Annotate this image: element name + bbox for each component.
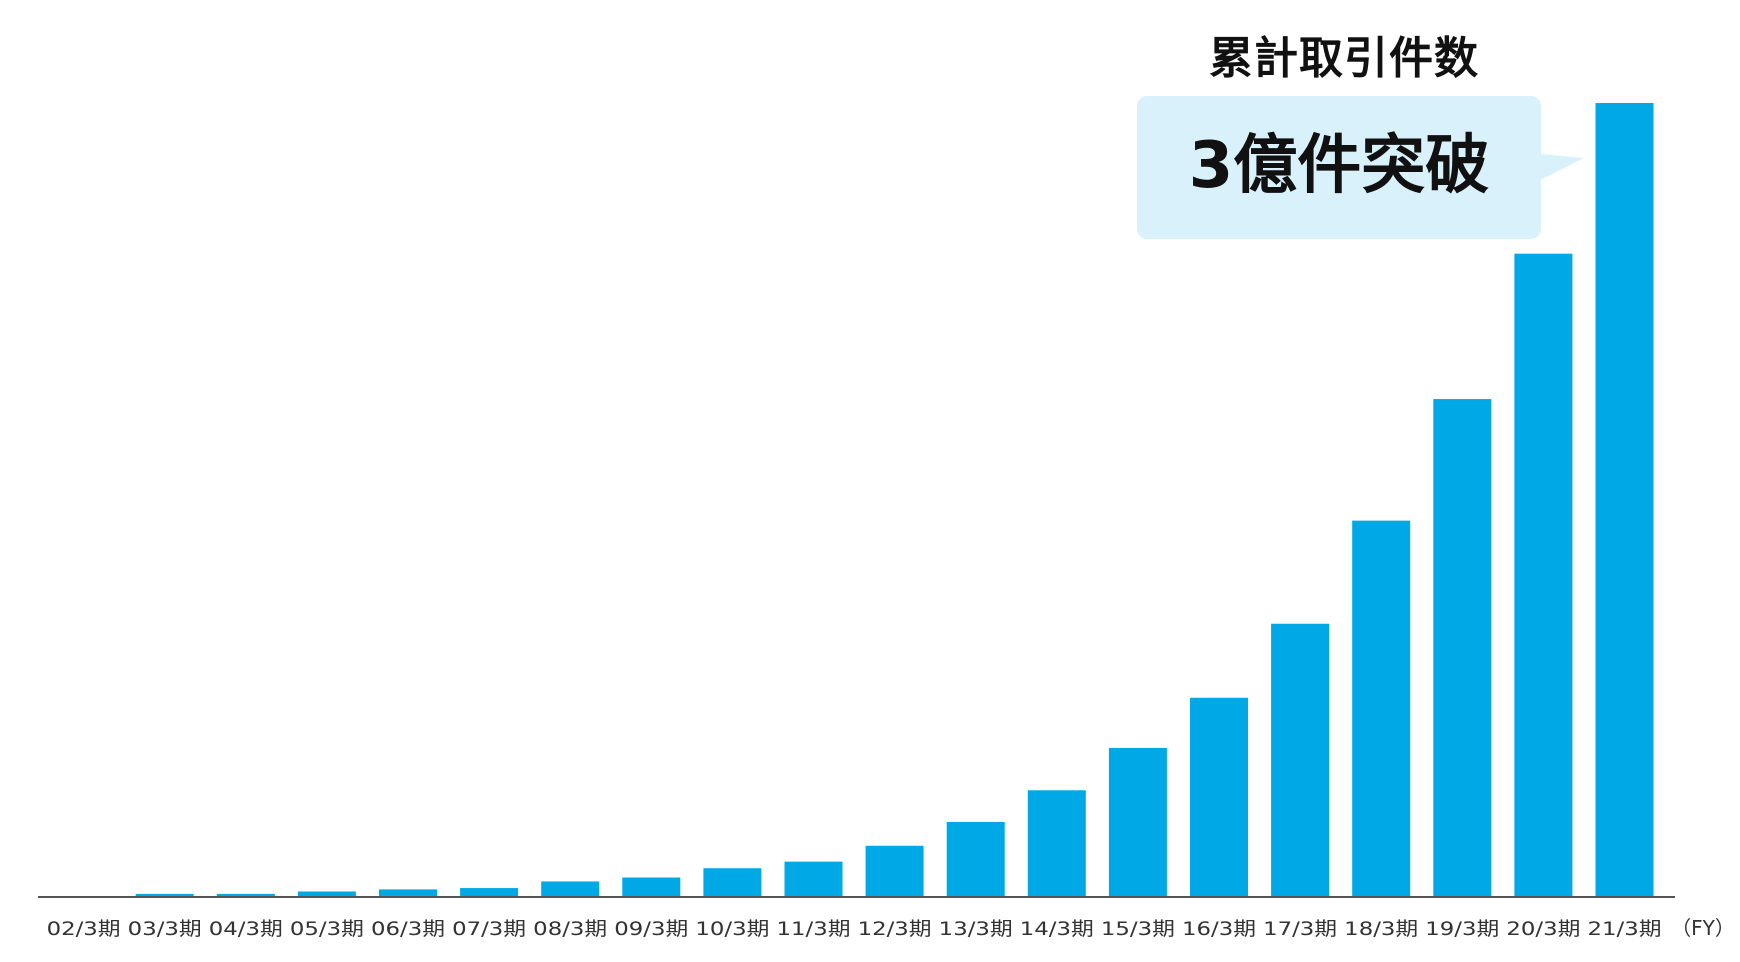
bar-19/3期	[1433, 399, 1492, 896]
bars-group	[135, 103, 1654, 897]
bar-06/3期	[379, 889, 437, 896]
chart-title: 累計取引件数	[1209, 33, 1479, 84]
x-tick-label: 11/3期	[777, 918, 851, 940]
x-tick-label: 10/3期	[695, 918, 769, 940]
x-tick-label: 08/3期	[533, 918, 607, 940]
bar-12/3期	[865, 845, 924, 896]
bar-04/3期	[216, 893, 275, 896]
x-tick-label: 05/3期	[290, 918, 364, 940]
x-tick-label: 17/3期	[1263, 918, 1337, 940]
x-tick-label: 12/3期	[858, 918, 932, 940]
x-tick-label: 20/3期	[1506, 918, 1580, 940]
x-tick-label: 06/3期	[371, 918, 445, 940]
x-tick-label: 07/3期	[452, 918, 526, 940]
x-tick-label: 15/3期	[1101, 918, 1175, 940]
bar-13/3期	[946, 821, 1005, 896]
x-tick-label: 16/3期	[1182, 918, 1256, 940]
bar-20/3期	[1514, 253, 1573, 897]
x-tick-label: 03/3期	[128, 918, 202, 940]
x-tick-label: 09/3期	[614, 918, 688, 940]
callout-pointer	[1540, 154, 1584, 180]
bar-07/3期	[460, 888, 519, 896]
bar-21/3期	[1595, 103, 1654, 896]
x-tick-label: 04/3期	[209, 918, 283, 940]
bar-10/3期	[703, 868, 762, 896]
x-tick-labels: 02/3期 03/3期 04/3期 05/3期 06/3期 07/3期 08/3期 09/3期…	[47, 918, 1662, 940]
bar-14/3期	[1027, 790, 1086, 896]
x-tick-label: 14/3期	[1020, 918, 1094, 940]
bar-09/3期	[622, 877, 681, 896]
x-unit-label: （FY）	[1671, 916, 1735, 940]
x-tick-label: 18/3期	[1344, 918, 1418, 940]
x-tick-label: 02/3期	[47, 918, 121, 940]
bar-03/3期	[135, 893, 194, 896]
x-tick-label: 19/3期	[1425, 918, 1499, 940]
bar-11/3期	[784, 861, 843, 896]
callout-box: 3億件突破	[1137, 96, 1541, 239]
bar-16/3期	[1190, 697, 1248, 896]
x-tick-label: 13/3期	[939, 918, 1013, 940]
bar-17/3期	[1271, 623, 1330, 896]
bar-15/3期	[1108, 747, 1167, 896]
bar-18/3期	[1352, 520, 1411, 896]
x-tick-label: 21/3期	[1588, 918, 1662, 940]
bar-08/3期	[541, 881, 600, 896]
bar-05/3期	[297, 891, 356, 896]
callout-annotation: 3億件突破	[1188, 129, 1490, 203]
